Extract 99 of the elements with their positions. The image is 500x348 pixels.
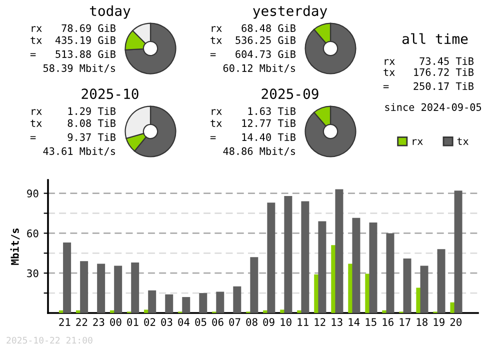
text: tx xyxy=(30,36,42,44)
bar xyxy=(352,218,360,313)
bar xyxy=(301,201,310,313)
text: 604.73 GiB xyxy=(236,50,296,58)
chart-title: 2025-09 xyxy=(262,88,318,100)
text: rx xyxy=(32,109,42,115)
bar xyxy=(216,292,224,313)
text: 68.48 GiB xyxy=(242,24,296,32)
text: 43.61 Mbit/s xyxy=(43,147,115,156)
x-tick-label: 02 xyxy=(144,318,156,326)
chart-title: yesterday xyxy=(253,5,328,19)
bar xyxy=(454,190,462,313)
text: 60.12 Mbit/s xyxy=(223,64,295,73)
x-tick-label: 19 xyxy=(434,318,444,326)
x-tick-label: 16 xyxy=(382,318,394,326)
x-tick-label: 14 xyxy=(348,318,360,326)
bar xyxy=(165,294,174,313)
x-tick-label: 03 xyxy=(161,318,172,326)
bar xyxy=(318,221,326,313)
bar xyxy=(97,264,106,313)
x-tick-label: 15 xyxy=(366,318,376,326)
x-tick-label: 21 xyxy=(59,318,70,326)
text: 176.72 TiB xyxy=(414,68,474,76)
text: = xyxy=(210,136,216,140)
text: = xyxy=(383,85,389,88)
text: rx xyxy=(212,109,222,115)
x-tick-label: 00 xyxy=(110,318,122,326)
text: 435.19 GiB xyxy=(55,36,116,44)
bar xyxy=(437,249,446,313)
bar xyxy=(267,202,276,313)
text: tx xyxy=(384,68,395,76)
text: 12.77 TiB xyxy=(242,119,296,127)
text: = xyxy=(30,53,36,56)
bar xyxy=(386,233,394,313)
legend-label: rx xyxy=(412,139,423,145)
x-tick-label: 01 xyxy=(127,318,138,326)
bar xyxy=(369,222,378,313)
x-tick-label: 04 xyxy=(178,318,190,326)
text: rx xyxy=(384,59,395,65)
bar xyxy=(250,257,258,313)
x-tick-label: 05 xyxy=(195,318,206,326)
text: 513.88 GiB xyxy=(56,50,116,58)
x-tick-label: 22 xyxy=(76,318,88,326)
x-tick-label: 07 xyxy=(229,318,240,326)
text: 250.17 TiB xyxy=(414,82,474,90)
bar xyxy=(335,189,344,313)
bar xyxy=(403,258,412,313)
text: 1.29 TiB xyxy=(68,107,116,115)
x-tick-label: 18 xyxy=(416,318,428,326)
text: 58.39 Mbit/s xyxy=(43,64,115,73)
bar xyxy=(182,297,190,313)
x-tick-label: 10 xyxy=(280,318,292,326)
legend-label: tx xyxy=(457,138,468,145)
bar xyxy=(80,261,88,313)
x-tick-label: 23 xyxy=(93,318,104,326)
text: = xyxy=(30,136,36,140)
donut-slice xyxy=(304,22,356,74)
y-axis-title: Mbit/s xyxy=(10,228,20,265)
text: 1.63 TiB xyxy=(248,107,296,115)
text: rx xyxy=(212,26,222,32)
bar xyxy=(416,288,422,313)
x-tick-label: 06 xyxy=(212,318,224,326)
x-tick-label: 17 xyxy=(400,318,410,326)
bar xyxy=(233,286,242,313)
bar xyxy=(148,290,156,313)
y-tick-label: 30 xyxy=(27,269,38,278)
text: since 2024-09-05 xyxy=(385,103,482,111)
x-tick-label: 11 xyxy=(298,318,308,326)
chart-title: 2025-10 xyxy=(82,88,138,100)
chart-title: today xyxy=(90,5,130,19)
bar xyxy=(114,266,122,313)
bar xyxy=(131,262,140,313)
donut-slice xyxy=(304,106,356,158)
y-tick-label: 90 xyxy=(27,190,38,198)
x-tick-label: 20 xyxy=(450,318,462,326)
text: = xyxy=(210,53,216,56)
text: tx xyxy=(210,36,222,44)
text: tx xyxy=(30,120,42,127)
bar xyxy=(63,242,72,313)
donut-slice xyxy=(124,22,176,74)
x-tick-label: 12 xyxy=(314,318,326,326)
text: all time xyxy=(402,33,468,44)
text: 48.86 Mbit/s xyxy=(223,147,295,156)
text: 78.69 GiB xyxy=(62,24,116,32)
x-tick-label: 09 xyxy=(263,318,274,326)
y-tick-label: 60 xyxy=(27,229,38,238)
bar xyxy=(199,293,208,313)
x-tick-label: 13 xyxy=(332,318,342,326)
text: 536.25 GiB xyxy=(236,36,296,44)
bar xyxy=(450,302,456,313)
text: 9.37 TiB xyxy=(68,133,116,141)
text: 73.45 TiB xyxy=(420,57,474,65)
x-tick-label: 08 xyxy=(246,318,258,326)
text: 8.08 TiB xyxy=(68,119,116,127)
bar xyxy=(284,196,292,313)
text: tx xyxy=(210,120,222,127)
bar xyxy=(420,266,428,313)
text: rx xyxy=(32,26,42,32)
text: 14.40 TiB xyxy=(242,133,296,141)
